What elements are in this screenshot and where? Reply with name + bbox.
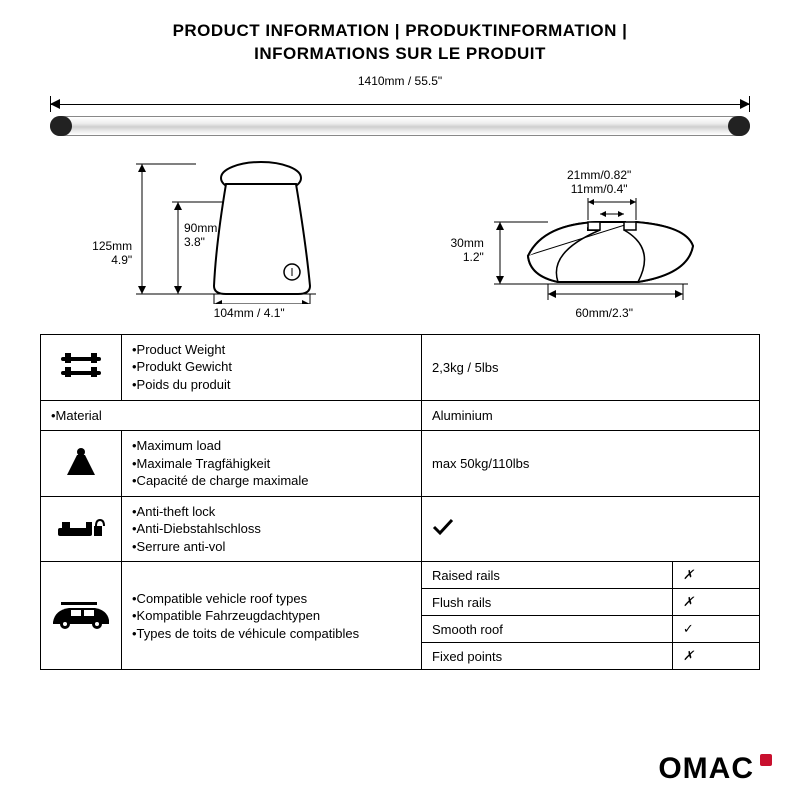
brand-logo: OMAC [658,752,772,786]
profile-svg [488,196,708,306]
row-material: •Material Aluminium [41,400,760,431]
load-value: max 50kg/110lbs [422,431,760,497]
weight-value: 2,3kg / 5lbs [422,334,760,400]
row-lock: •Anti-theft lock •Anti-Diebstahlschloss … [41,496,760,562]
roof-raised-value: ✗ [672,562,759,589]
profile-diagram: 21mm/0.82" 11mm/0.4" 30mm 1.2" [450,168,707,320]
roof-smooth-value: ✓ [672,616,759,643]
profile-height-label: 30mm 1.2" [450,237,483,265]
row-roof-raised: •Compatible vehicle roof types •Kompatib… [41,562,760,589]
lock-icon [41,496,122,562]
brand-dot [760,754,772,766]
row-load: •Maximum load •Maximale Tragfähigkeit •C… [41,431,760,497]
material-label: •Material [41,400,422,431]
roof-flush-value: ✗ [672,589,759,616]
compat-labels: •Compatible vehicle roof types •Kompatib… [122,562,422,670]
title-line-2: INFORMATIONS SUR LE PRODUIT [40,43,760,66]
vehicle-icon [41,562,122,670]
load-icon [41,431,122,497]
roof-fixed-value: ✗ [672,643,759,670]
profile-width-label: 60mm/2.3" [500,306,707,320]
lock-labels: •Anti-theft lock •Anti-Diebstahlschloss … [122,496,422,562]
title-line-1: PRODUCT INFORMATION | PRODUKTINFORMATION… [40,20,760,43]
spec-table: •Product Weight •Produkt Gewicht •Poids … [40,334,760,670]
lock-value [422,496,760,562]
foot-height-inner-a: 90mm [184,221,217,235]
foot-width-label: 104mm / 4.1" [152,306,346,320]
foot-diagram: 125mm 4.9" 90mm 3.8" [92,154,346,320]
row-weight: •Product Weight •Produkt Gewicht •Poids … [41,334,760,400]
weight-icon [41,334,122,400]
profile-slot-inner: 11mm/0.4" [490,182,707,196]
foot-height-inner-b: 3.8" [184,235,205,249]
profile-slot-top: 21mm/0.82" [567,168,631,182]
overall-length-dimension [50,90,750,112]
material-value: Aluminium [422,400,760,431]
roof-fixed-label: Fixed points [422,643,673,670]
roof-raised-label: Raised rails [422,562,673,589]
weight-labels: •Product Weight •Produkt Gewicht •Poids … [122,334,422,400]
brand-text: OMAC [658,752,754,785]
crossbar-side-view [50,116,750,136]
foot-height-outer: 125mm 4.9" [92,240,132,268]
load-labels: •Maximum load •Maximale Tragfähigkeit •C… [122,431,422,497]
foot-svg: 90mm 3.8" [136,154,346,304]
page-title: PRODUCT INFORMATION | PRODUKTINFORMATION… [40,20,760,66]
roof-smooth-label: Smooth roof [422,616,673,643]
roof-flush-label: Flush rails [422,589,673,616]
overall-length-label: 1410mm / 55.5" [40,74,760,88]
